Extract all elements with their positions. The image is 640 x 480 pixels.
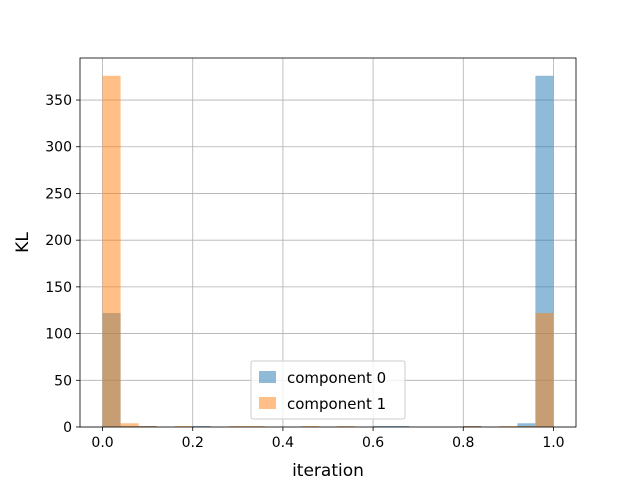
histogram-bar-component-1 [174, 426, 193, 427]
histogram-bar-component-1 [463, 426, 482, 427]
plot-frame [79, 57, 577, 428]
histogram-bar-component-1 [499, 426, 518, 427]
histogram-bar-component-1 [246, 426, 265, 427]
legend-box [250, 360, 406, 420]
histogram-bar-component-1 [228, 426, 247, 427]
y-tick-label: 150 [45, 280, 72, 296]
histogram-bar-component-1 [138, 426, 157, 427]
histogram-bar-component-0 [192, 426, 211, 427]
histogram-bars [102, 75, 554, 428]
histogram-bar-component-1 [102, 75, 121, 428]
x-tick-label: 0.6 [362, 435, 384, 451]
legend-swatch-component-0 [259, 371, 276, 383]
x-axis-ticks: 0.0 0.2 0.4 0.6 0.8 1.0 [91, 427, 565, 451]
histogram-bar-component-1 [517, 426, 536, 427]
x-tick-label: 1.0 [542, 435, 564, 451]
histogram-bar-component-1 [300, 426, 319, 427]
y-axis-ticks: 0 50 100 150 200 250 300 350 [45, 93, 80, 436]
y-axis-label: KL [13, 232, 33, 253]
histogram-bar-component-1 [337, 426, 356, 427]
legend-swatch-component-1 [259, 397, 276, 409]
y-tick-label: 200 [45, 233, 72, 249]
histogram-bar-component-1 [535, 313, 554, 427]
legend: component 0 component 1 [250, 360, 406, 420]
x-tick-label: 0.8 [452, 435, 474, 451]
y-tick-label: 0 [63, 420, 72, 436]
y-tick-label: 300 [45, 140, 72, 156]
y-tick-label: 350 [45, 93, 72, 109]
histogram-bar-component-0 [391, 426, 410, 427]
legend-label-component-0: component 0 [287, 369, 386, 387]
y-tick-label: 250 [45, 186, 72, 202]
legend-label-component-1: component 1 [287, 395, 386, 413]
x-tick-label: 0.2 [182, 435, 204, 451]
histogram-bar-component-0 [373, 426, 392, 427]
x-axis-label: iteration [292, 461, 364, 480]
histogram-bar-component-1 [120, 423, 139, 427]
histogram-bar-component-0 [517, 423, 536, 427]
y-tick-label: 50 [54, 373, 72, 389]
x-tick-label: 0.4 [272, 435, 294, 451]
y-tick-label: 100 [45, 327, 72, 343]
x-tick-label: 0.0 [91, 435, 113, 451]
